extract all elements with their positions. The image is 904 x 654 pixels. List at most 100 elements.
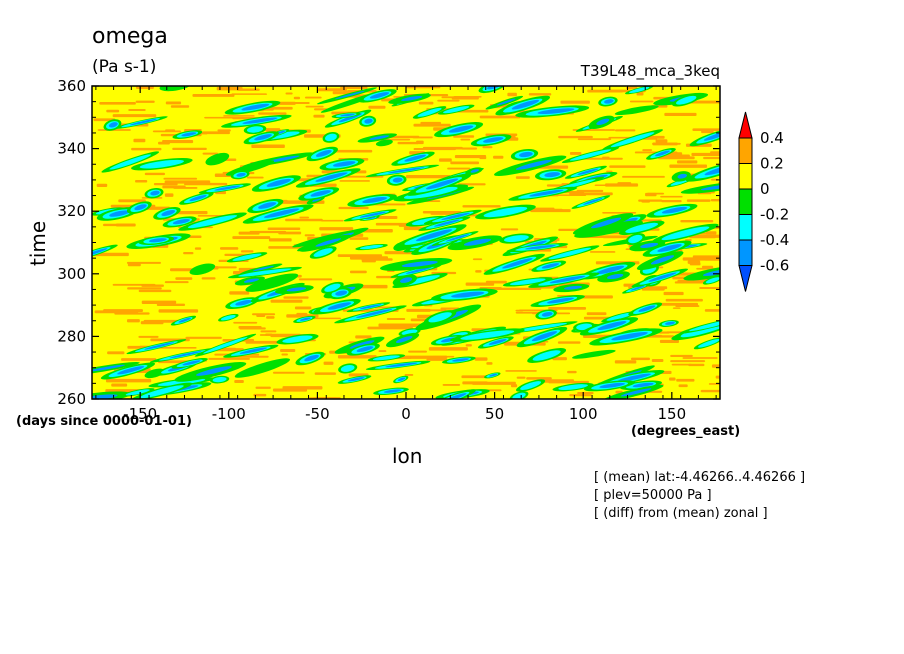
negative-streak [618,220,665,236]
streak-blue [425,178,459,190]
field-cell-positive [515,309,524,312]
negative-streak [540,245,600,262]
negative-streak [234,358,291,378]
negative-streak [359,115,377,127]
negative-streak [620,380,663,391]
field-cell-positive [321,219,344,222]
streak-blue [129,118,157,126]
negative-streak [316,87,377,105]
streak-blue [401,95,423,101]
negative-streak [449,328,525,342]
y-tick-label: 260 [57,390,86,408]
field-cell-positive [338,206,369,210]
field-cell-positive [349,237,369,240]
streak-blue [364,118,373,124]
streak-blue [531,331,558,342]
negative-streak [516,326,568,348]
negative-streak [242,204,314,224]
streak-blue [541,263,560,269]
streak-blue [496,98,516,106]
negative-streak [564,165,607,179]
streak-blue [677,173,688,179]
streak-cyan [532,350,561,361]
field-cell-positive [233,321,258,324]
field-cell-positive [587,89,624,93]
negative-streak [485,95,524,110]
negative-streak [589,328,663,346]
field-cell-positive [680,220,714,223]
field-cell-positive [294,306,312,310]
field-cell-positive [665,298,703,302]
field-cell-positive [426,358,447,361]
field-cell-positive [622,175,665,178]
field-cell-positive [184,182,228,186]
streak-green [375,139,393,147]
negative-streak [390,264,442,278]
field-cell-positive [479,156,487,160]
y-tick-label: 360 [57,77,86,95]
negative-streak [355,243,388,251]
field-cell-positive [704,309,720,312]
negative-streak [162,216,197,228]
negative-streak [437,104,475,115]
negative-streak [572,213,634,235]
field-cell-positive [330,149,373,153]
field-cell-positive [454,155,487,159]
streak-blue [304,354,319,362]
negative-streak [113,116,168,130]
field-cell-positive [240,250,254,253]
negative-streak [226,252,268,263]
field-cell-positive [304,96,322,99]
field-cell-positive [216,87,243,91]
colorbar: -0.6 -0.4 -0.2 0 0.2 0.4 [738,111,789,292]
streak-blue [511,99,540,110]
streak-blue [241,103,270,111]
negative-streak [412,106,447,119]
negative-streak [373,387,409,396]
streak-blue [150,190,160,196]
negative-streak [502,277,553,287]
streak-blue [332,161,356,167]
negative-streak [483,253,545,275]
streak-blue [355,309,393,318]
chart-title: omega [92,24,168,49]
negative-streak [375,139,393,147]
negative-streak [672,93,701,107]
streak-green [614,105,659,116]
field-cell-positive [349,270,367,274]
field-cell-positive [162,139,194,144]
field-cell-positive [602,156,610,159]
streak-cyan [483,206,528,218]
negative-streak [179,192,214,205]
field-cell-positive [465,110,489,113]
negative-streak [149,348,215,363]
colorbar-segment [738,163,753,190]
field-cell-positive [669,164,708,168]
field-cell-positive [670,360,706,363]
negative-streak [477,336,514,349]
streak-blue [181,132,197,137]
field-cell-positive [576,189,604,192]
field-cell-positive [337,355,377,359]
streak-cyan [689,317,720,332]
field-cell-positive [204,116,245,119]
field-cell-positive [185,336,222,339]
field-cell-positive [412,136,433,139]
annotation-notes: [ (mean) lat:-4.46266..4.46266 ] [ plev=… [594,469,805,523]
streak-blue [703,131,720,141]
field-cell-positive [112,114,157,118]
field-cell-positive [93,252,129,257]
field-cell-positive [133,138,146,143]
field-cell-positive [126,261,161,264]
streak-blue [383,389,402,393]
y-tick-label: 320 [57,202,86,220]
streak-cyan [661,226,710,241]
negative-streak [380,257,453,271]
streak-blue [299,317,312,321]
streak-blue [335,290,348,296]
negative-streak [431,231,479,246]
streak-blue [607,273,624,280]
streak-blue [315,172,348,182]
colorbar-label: 0 [760,180,770,198]
